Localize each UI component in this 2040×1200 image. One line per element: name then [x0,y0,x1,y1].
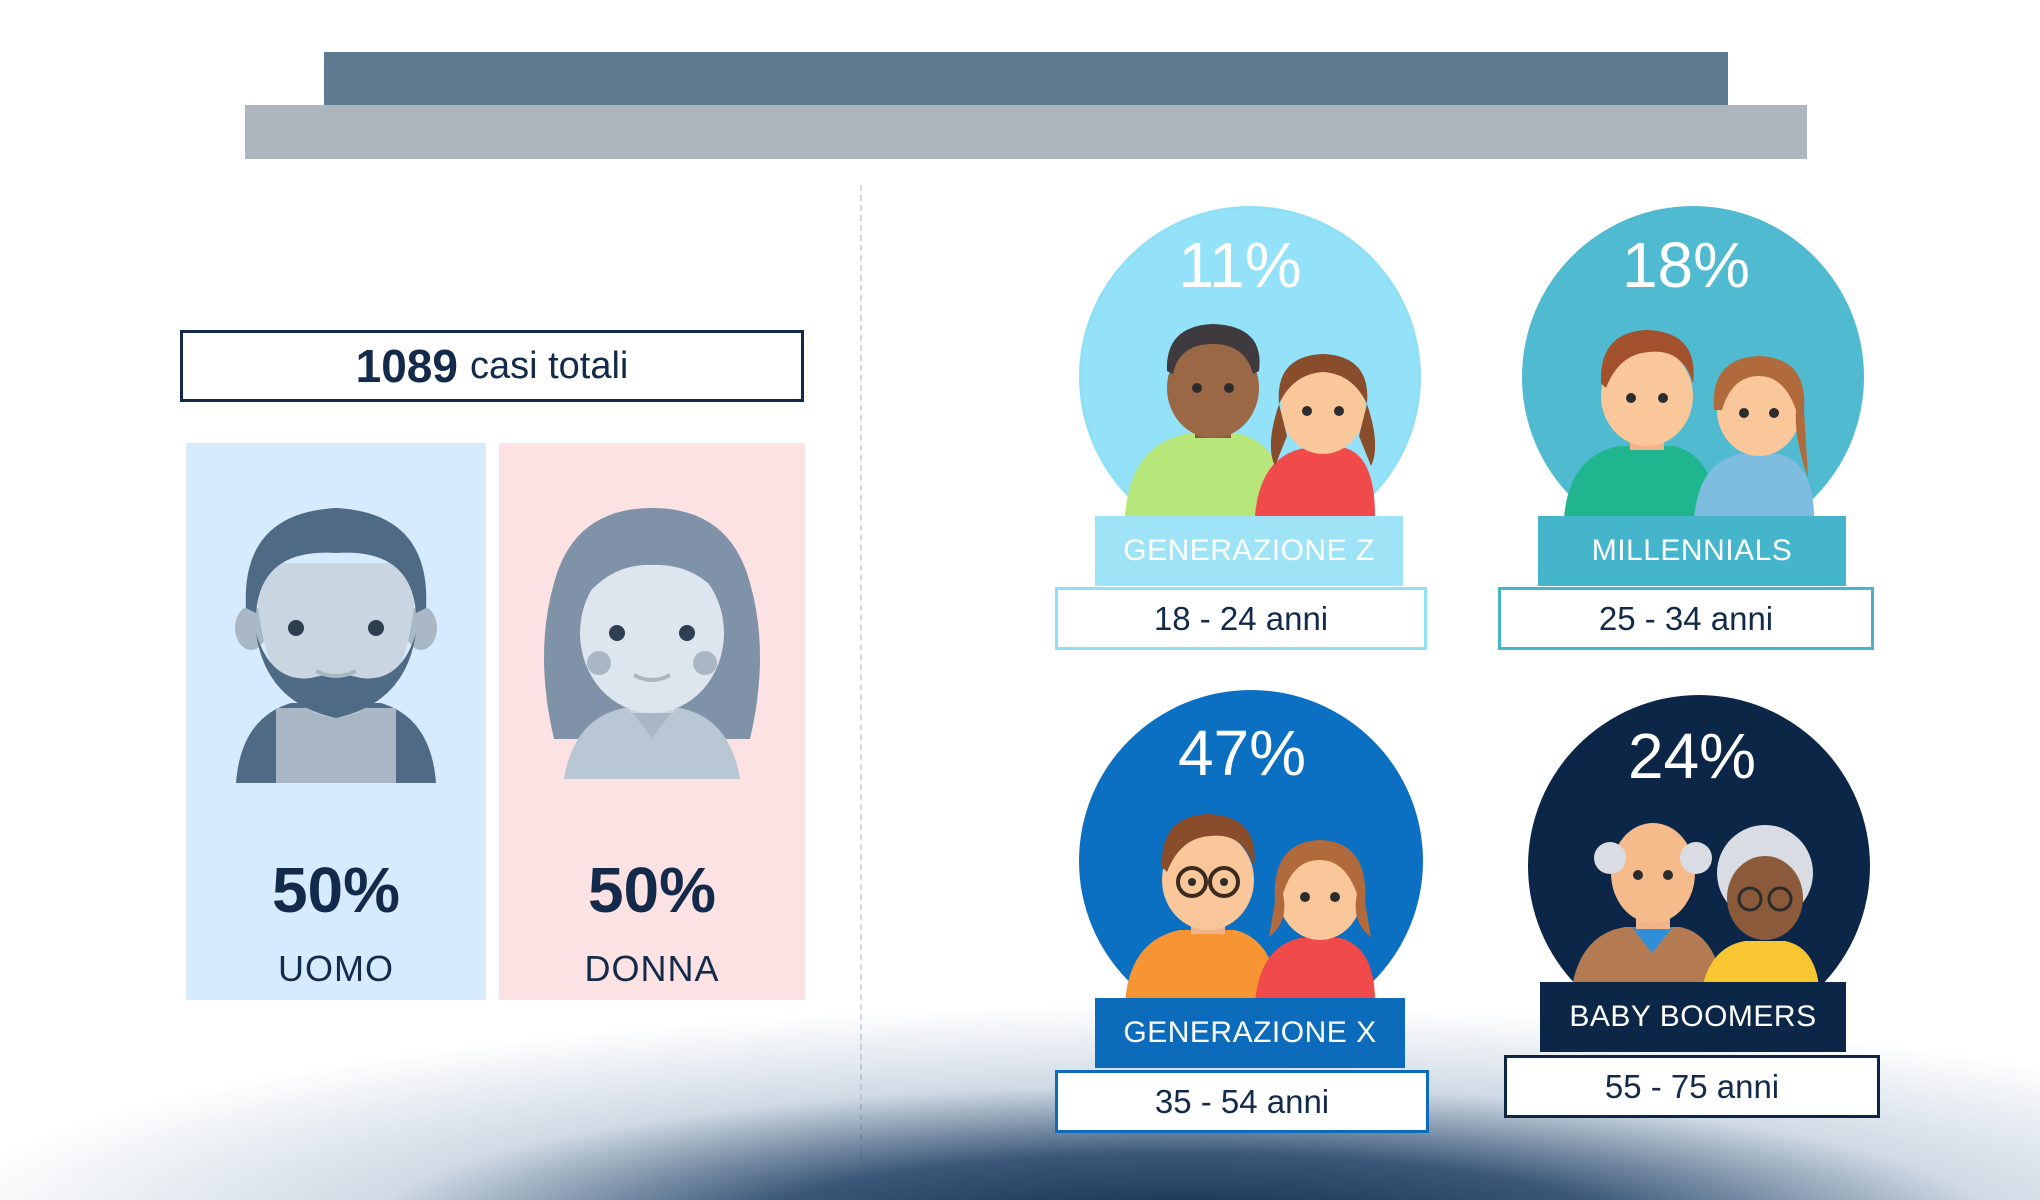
header-bar-bottom [245,105,1807,159]
generation-z-card: 11% GENERAZIONE Z 18 - 24 anni [1055,206,1427,650]
baby-boomers-card: 24% BABY BOOMERS 55 - 75 anni [1504,695,1880,1135]
total-cases-box: 1089 casi totali [180,330,804,402]
generation-x-card: 47% GENERAZIONE X 35 - 54 anni [1055,690,1429,1135]
woman-avatar-icon [544,508,760,779]
generation-z-percentage: 11% [1178,229,1302,301]
generation-z-label: GENERAZIONE Z [1095,516,1403,586]
female-percentage: 50% [587,854,717,926]
baby-boomers-percentage: 24% [1627,720,1757,792]
male-percentage: 50% [271,854,401,926]
generation-x-age-range: 35 - 54 anni [1055,1070,1429,1133]
female-label: DONNA [584,948,720,989]
millennials-percentage: 18% [1621,229,1751,301]
section-divider [860,185,862,1200]
millennials-people-icon [1564,330,1814,518]
man-avatar-icon [235,508,437,783]
generation-z-age-range: 18 - 24 anni [1055,587,1427,650]
gen-z-people-icon [1125,324,1375,516]
total-cases-label: casi totali [469,344,629,387]
millennials-label: MILLENNIALS [1538,516,1846,586]
generation-x-label: GENERAZIONE X [1095,998,1405,1068]
male-panel: 50% UOMO [186,443,486,1000]
total-cases-count: 1089 [355,340,458,392]
baby-boomers-age-range: 55 - 75 anni [1504,1055,1880,1118]
baby-boomers-people-icon [1570,823,1820,1003]
millennials-card: 18% MILLENNIALS 25 - 34 anni [1498,206,1874,650]
millennials-age-range: 25 - 34 anni [1498,587,1874,650]
male-label: UOMO [278,948,394,989]
gen-x-people-icon [1125,814,1375,1002]
header-bar-top [324,52,1728,105]
female-panel: 50% DONNA [499,443,805,1000]
baby-boomers-label: BABY BOOMERS [1540,982,1846,1052]
generation-x-percentage: 47% [1177,717,1307,789]
